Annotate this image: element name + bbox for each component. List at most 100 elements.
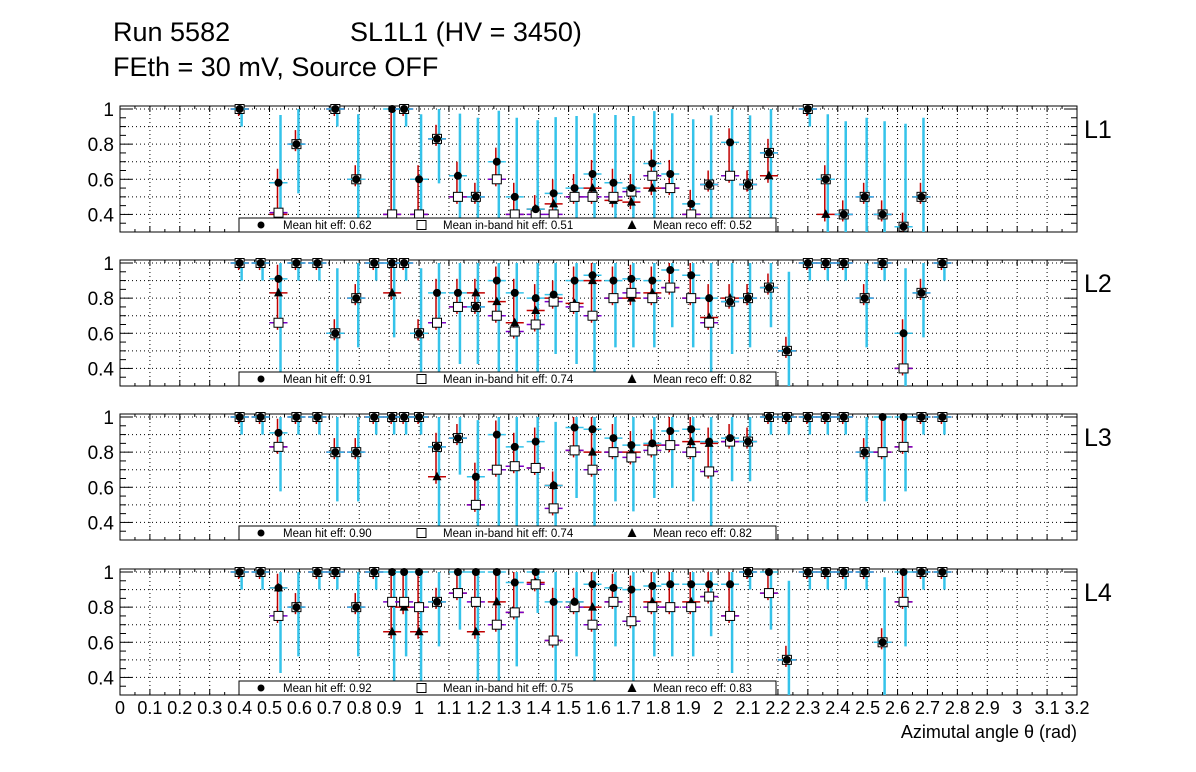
hit-point [274,428,283,437]
hit-point [453,288,462,297]
hit-point [370,568,379,576]
hit-point [803,105,812,113]
inband-point [608,596,619,607]
inband-point [587,464,598,475]
hit-point [609,434,618,443]
panel-l2: 0.4 0.6 0.8 1 Mean hit eff: 0.91 Mean in-band… [88,254,1112,387]
legend-box [238,680,777,696]
inband-point [665,602,676,613]
inband-point [626,616,637,627]
y-tick-label: 0.6 [88,324,114,345]
hit-point [331,329,340,338]
reco-point [588,447,598,456]
hit-point [899,329,908,338]
y-tick-label: 0.6 [88,633,114,654]
hit-point [588,580,597,589]
inband-point [470,596,481,607]
y-tick-label: 0.6 [88,170,114,191]
hit-point [588,170,597,179]
hit-point [803,259,812,267]
y-tick-label: 1 [103,408,114,429]
hit-point [627,585,636,594]
hit-point [471,302,480,311]
panel-label: L1 [1084,116,1112,144]
hit-point [570,597,579,606]
hit-point [687,271,696,280]
reco-point [531,305,541,314]
inband-point [452,191,463,202]
legend-inband-label: Mean in-band hit eff: 0.74 [443,374,574,386]
hit-point [588,425,597,434]
legend-hit-label: Mean hit eff: 0.91 [283,374,372,386]
x-tick-label: 0.6 [287,698,312,718]
y-tick-label: 0.6 [88,478,114,499]
legend-box [238,217,777,233]
inband-point [725,170,736,181]
reco-point [387,626,397,636]
legend-box [238,371,777,387]
hit-point [803,413,812,421]
y-tick-label: 0.8 [88,135,114,156]
hit-point [433,288,442,297]
hit-point [492,157,501,166]
hit-point [400,259,409,267]
hit-point [687,580,696,589]
x-tick-label: 2.1 [736,698,761,718]
x-tick-label: 1.7 [616,698,641,718]
hit-point [687,425,696,434]
legend-hit-label: Mean hit eff: 0.62 [283,220,372,232]
x-tick-label: 1.3 [496,698,521,718]
hit-point [860,294,869,303]
hit-point [510,288,519,297]
hit-point [492,276,501,285]
inband-point [647,170,658,181]
hit-point [331,105,340,113]
inband-point [569,301,580,312]
hit-point [415,329,424,338]
hit-point [313,259,322,267]
panel-l4: 0.4 0.6 0.8 1 Mean hit eff: 0.92 Mean in-band… [88,563,1112,696]
inband-point [898,441,909,452]
inband-point [608,447,619,458]
hit-point [705,294,714,303]
y-tick-label: 0.8 [88,289,114,310]
reco-point [432,471,442,481]
y-tick-label: 1 [103,563,114,584]
hit-point [687,199,696,208]
inband-point [725,610,736,621]
panel-frame [119,105,1078,233]
reco-point [510,317,520,327]
hit-point [648,439,657,448]
hit-point [726,297,735,306]
hit-point [370,259,379,267]
legend: Mean hit eff: 0.91 Mean in-band hit eff: … [238,371,777,387]
hit-point [388,259,397,267]
hit-point [570,276,579,285]
inband-point [665,282,676,293]
x-tick-label: 0 [115,698,125,718]
hit-point [782,655,791,664]
reco-point [647,183,657,192]
reco-point [588,183,598,192]
legend-reco-label: Mean reco eff: 0.82 [653,374,752,386]
hit-point [433,442,442,451]
hit-point [744,294,753,303]
reco-point [686,436,696,446]
x-tick-label: 0.2 [167,698,192,718]
hit-point [549,481,558,490]
inband-point [665,440,676,451]
settings-title: FEth = 30 mV, Source OFF [113,52,439,82]
panel-label: L4 [1084,579,1112,607]
hit-point [415,413,424,421]
hit-point [331,448,340,457]
hit-point [471,472,480,481]
y-tick-label: 0.4 [88,513,115,534]
hit-point [917,288,926,297]
inband-point [530,579,541,590]
hit-point [292,140,301,149]
hit-point [878,413,887,421]
hit-point [415,568,424,576]
inband-point [626,287,637,298]
hit-point [878,638,887,647]
